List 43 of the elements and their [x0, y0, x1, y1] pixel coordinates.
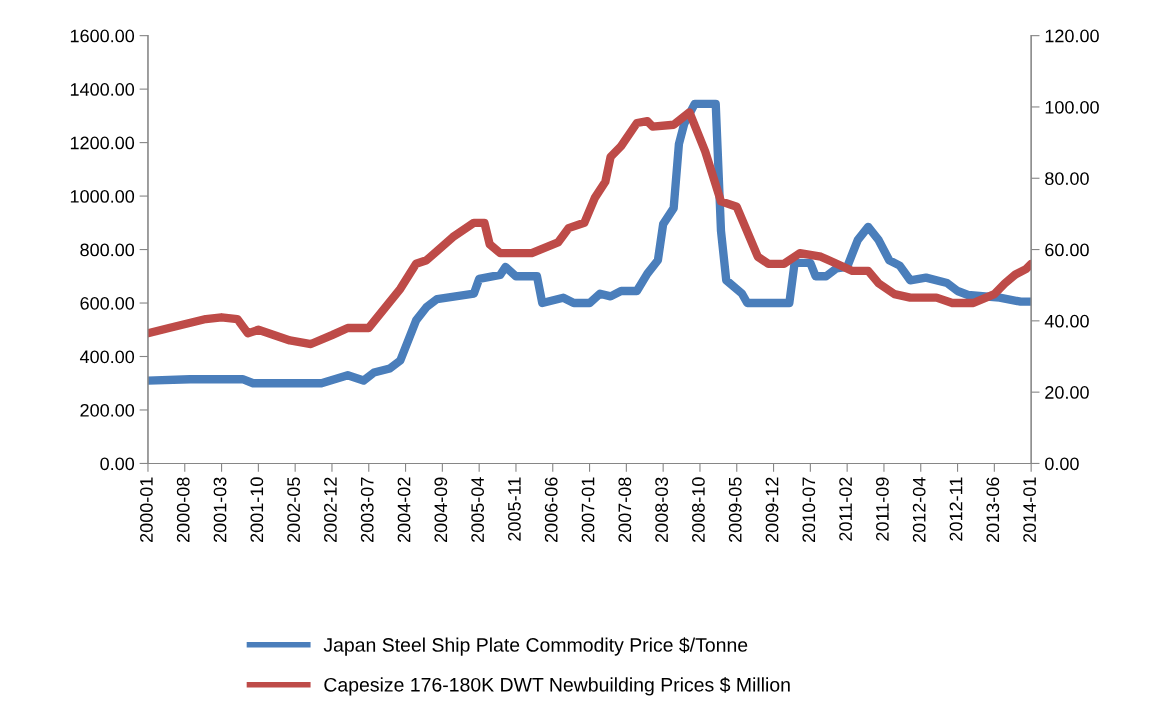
- x-tick-label: 2000-01: [140, 477, 153, 542]
- y2-tick-label: 120.00: [1045, 29, 1099, 43]
- x-tick-label: 2007-01: [581, 477, 595, 542]
- x-tick-label: 2005-11: [508, 477, 521, 541]
- y-tick-label: 800.00: [80, 243, 135, 257]
- x-tick-label: 2003-07: [360, 477, 374, 542]
- x-tick-label: 2011-02: [839, 477, 852, 541]
- y2-tick-label: 20.00: [1045, 386, 1089, 399]
- x-tick-label: 2010-07: [802, 477, 816, 542]
- y2-tick-label: 100.00: [1045, 100, 1099, 114]
- x-tick-label: 2009-12: [765, 477, 779, 542]
- x-tick-label: 2014-01: [1023, 477, 1036, 542]
- x-tick-label: 2006-06: [544, 477, 558, 542]
- y-tick-label: 0.00: [100, 457, 135, 471]
- x-tick-label: 2009-05: [728, 477, 742, 542]
- y-tick-label: 400.00: [79, 350, 135, 364]
- y-tick-label: 1400.00: [70, 83, 135, 96]
- x-tick-label: 2002-12: [324, 477, 337, 542]
- y-tick-label: 1200.00: [70, 136, 135, 150]
- x-tick-label: 2004-09: [434, 477, 448, 542]
- x-tick-label: 2005-04: [471, 477, 485, 542]
- x-tick-label: 2000-08: [176, 477, 190, 542]
- legend-label: Japan Steel Ship Plate Commodity Price $/Tonne: [323, 637, 748, 656]
- x-tick-label: 2001-03: [213, 477, 227, 542]
- x-tick-label: 2002-05: [287, 477, 301, 542]
- y2-tick-label: 80.00: [1045, 172, 1089, 185]
- x-tick-label: 2001-10: [250, 477, 264, 542]
- y-tick-label: 200.00: [80, 403, 135, 417]
- y-tick-label: 1000.00: [70, 190, 135, 203]
- y2-tick-label: 0.00: [1045, 457, 1079, 471]
- y2-tick-label: 40.00: [1044, 314, 1089, 328]
- x-tick-label: 2008-10: [692, 477, 705, 542]
- y2-tick-label: 60.00: [1045, 243, 1089, 257]
- x-tick-label: 2013-06: [986, 477, 1000, 542]
- x-tick-label: 2012-04: [912, 477, 926, 542]
- x-tick-label: 2008-03: [655, 477, 669, 542]
- y-tick-label: 600.00: [80, 296, 135, 310]
- x-tick-label: 2007-08: [618, 477, 632, 542]
- y-tick-label: 1600.00: [70, 29, 135, 43]
- x-tick-label: 2011-09: [876, 477, 889, 541]
- legend-label: Capesize 176-180K DWT Newbuilding Prices $ Million: [324, 677, 790, 696]
- x-tick-label: 2004-02: [397, 477, 411, 542]
- x-tick-label: 2012-11: [949, 477, 963, 541]
